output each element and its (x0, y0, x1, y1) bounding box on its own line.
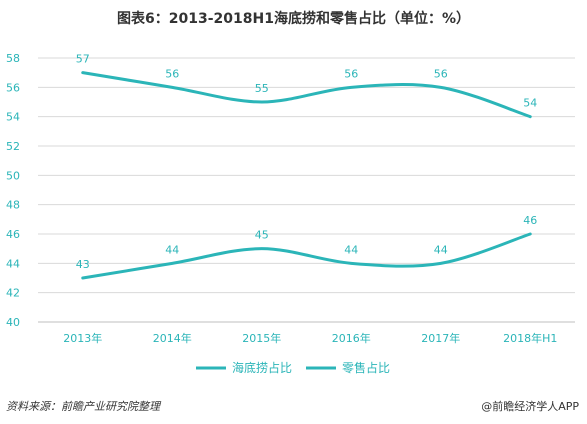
data-label: 55 (255, 82, 269, 95)
x-tick-label: 2017年 (421, 331, 460, 345)
y-tick-label: 44 (6, 257, 20, 270)
legend-label: 海底捞占比 (232, 360, 292, 375)
data-label: 44 (344, 243, 358, 256)
data-label: 44 (165, 243, 179, 256)
legend: 海底捞占比 零售占比 (196, 360, 390, 375)
brand-credit: @前瞻经济学人APP (481, 400, 579, 413)
data-label: 56 (165, 67, 179, 80)
series-line-2 (81, 232, 532, 280)
y-tick-label: 40 (6, 316, 20, 329)
chart-title: 图表6：2013-2018H1海底捞和零售占比（单位：%） (117, 11, 470, 27)
series-group: 57 56 55 56 56 54 43 44 45 44 44 46 (76, 53, 537, 280)
y-tick-label: 54 (6, 111, 20, 124)
grid-lines (38, 57, 575, 323)
x-tick-label: 2016年 (332, 331, 371, 345)
legend-label: 零售占比 (342, 360, 390, 375)
data-label: 43 (76, 258, 90, 271)
y-tick-label: 50 (6, 169, 20, 182)
series-line-1 (81, 71, 532, 119)
source-note: 资料来源：前瞻产业研究院整理 (6, 400, 160, 413)
x-axis: 2013年 2014年 2015年 2016年 2017年 2018年H1 (63, 331, 557, 345)
data-label: 54 (523, 97, 537, 110)
data-label: 45 (255, 229, 269, 242)
x-tick-label: 2013年 (63, 331, 102, 345)
data-label: 44 (434, 243, 448, 256)
x-tick-label: 2015年 (242, 331, 281, 345)
data-label: 57 (76, 53, 90, 66)
y-tick-label: 42 (6, 287, 20, 300)
data-label: 56 (434, 67, 448, 80)
data-label: 46 (523, 214, 537, 227)
y-tick-label: 52 (6, 140, 20, 153)
y-tick-label: 46 (6, 228, 20, 241)
y-tick-label: 56 (6, 81, 20, 94)
x-tick-label: 2014年 (153, 331, 192, 345)
x-tick-label: 2018年H1 (503, 331, 557, 345)
y-tick-label: 58 (6, 52, 20, 65)
y-axis: 40 42 44 46 48 50 52 54 56 58 (6, 52, 20, 329)
data-label: 56 (344, 67, 358, 80)
y-tick-label: 48 (6, 199, 20, 212)
